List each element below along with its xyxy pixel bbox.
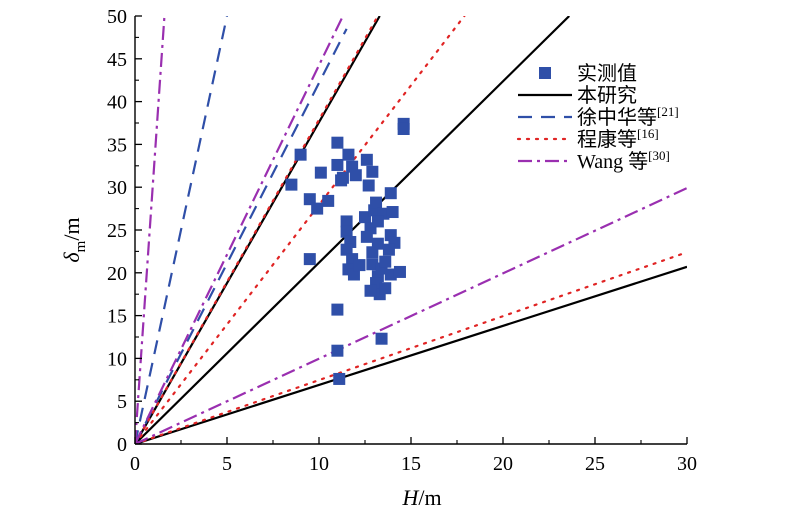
y-tick-label: 20 bbox=[107, 263, 127, 285]
data-point bbox=[331, 136, 344, 149]
data-point bbox=[382, 243, 395, 256]
data-point bbox=[397, 122, 410, 135]
data-point bbox=[370, 196, 383, 209]
data-point bbox=[322, 194, 335, 207]
legend-label-cheng: 程康等[16] bbox=[577, 126, 659, 151]
data-point bbox=[364, 284, 377, 297]
y-tick-label: 15 bbox=[107, 306, 127, 328]
xu-line-2 bbox=[135, 28, 348, 444]
legend-reference-xu: [21] bbox=[657, 104, 679, 119]
tick-marks: 0 5 10 15 20 25 30 0 5 10 15 20 25 30 35 40 45 50 bbox=[107, 6, 697, 475]
x-tick-label: 30 bbox=[677, 453, 697, 475]
x-tick-label: 15 bbox=[401, 453, 421, 475]
data-point bbox=[333, 372, 346, 385]
data-point bbox=[362, 179, 375, 192]
data-point bbox=[294, 148, 307, 161]
data-point bbox=[331, 344, 344, 357]
data-point bbox=[360, 153, 373, 166]
data-point bbox=[342, 148, 355, 161]
data-point bbox=[285, 178, 298, 191]
x-tick-label: 5 bbox=[222, 453, 232, 475]
reference-lines bbox=[135, 16, 687, 444]
y-tick-label: 35 bbox=[107, 134, 127, 156]
data-point bbox=[340, 225, 353, 238]
legend-marker-measured bbox=[539, 67, 551, 79]
data-point bbox=[384, 268, 397, 281]
data-point bbox=[366, 165, 379, 178]
data-point bbox=[340, 243, 353, 256]
data-point bbox=[386, 206, 399, 219]
data-point bbox=[359, 211, 371, 224]
data-point bbox=[379, 282, 392, 295]
y-tick-label: 25 bbox=[107, 220, 127, 242]
data-point bbox=[314, 166, 327, 179]
data-point bbox=[331, 158, 344, 171]
x-axis-title: H/m bbox=[401, 485, 441, 510]
legend-label-measured: 实测值 bbox=[577, 62, 637, 85]
x-tick-label: 0 bbox=[130, 453, 140, 475]
x-tick-label: 10 bbox=[309, 453, 329, 475]
legend-reference-wang: [30] bbox=[648, 148, 670, 163]
y-tick-label: 10 bbox=[107, 348, 127, 370]
legend-label-xu: 徐中华等[21] bbox=[577, 104, 679, 129]
data-point bbox=[340, 215, 353, 228]
y-axis-title: δm/m bbox=[59, 217, 89, 262]
data-point bbox=[311, 202, 324, 215]
data-point bbox=[349, 169, 362, 182]
data-point bbox=[303, 193, 316, 206]
this_study-line-3 bbox=[135, 265, 687, 444]
wang-line-1 bbox=[135, 16, 166, 444]
x-tick-label: 20 bbox=[493, 453, 513, 475]
legend-label-this_study: 本研究 bbox=[577, 84, 637, 107]
legend-label-wang: Wang 等[30] bbox=[577, 148, 670, 173]
y-tick-label: 50 bbox=[107, 6, 127, 28]
data-point bbox=[303, 253, 316, 266]
x-tick-label: 25 bbox=[585, 453, 605, 475]
data-point bbox=[379, 255, 392, 268]
y-tick-label: 5 bbox=[117, 391, 127, 413]
wang-line-2 bbox=[135, 16, 344, 444]
data-point bbox=[366, 258, 379, 271]
measured-points bbox=[285, 117, 410, 385]
data-point bbox=[347, 268, 360, 281]
data-point bbox=[366, 246, 379, 259]
data-point bbox=[336, 171, 349, 184]
data-point bbox=[371, 237, 384, 250]
data-point bbox=[353, 259, 366, 272]
y-tick-label: 30 bbox=[107, 177, 127, 199]
xu-line-1 bbox=[135, 16, 229, 444]
data-point bbox=[331, 303, 344, 316]
legend-reference-cheng: [16] bbox=[637, 126, 659, 141]
data-point bbox=[393, 265, 406, 278]
data-point bbox=[360, 230, 373, 243]
y-tick-label: 40 bbox=[107, 92, 127, 114]
wang-line-3 bbox=[135, 187, 687, 444]
y-tick-label: 0 bbox=[117, 434, 127, 456]
cheng-line-2 bbox=[135, 16, 466, 444]
data-point bbox=[384, 187, 397, 200]
data-point bbox=[375, 332, 388, 345]
cheng-line-3 bbox=[135, 251, 687, 444]
cheng-line-1 bbox=[135, 16, 379, 444]
data-point bbox=[371, 215, 384, 228]
y-tick-label: 45 bbox=[107, 49, 127, 71]
